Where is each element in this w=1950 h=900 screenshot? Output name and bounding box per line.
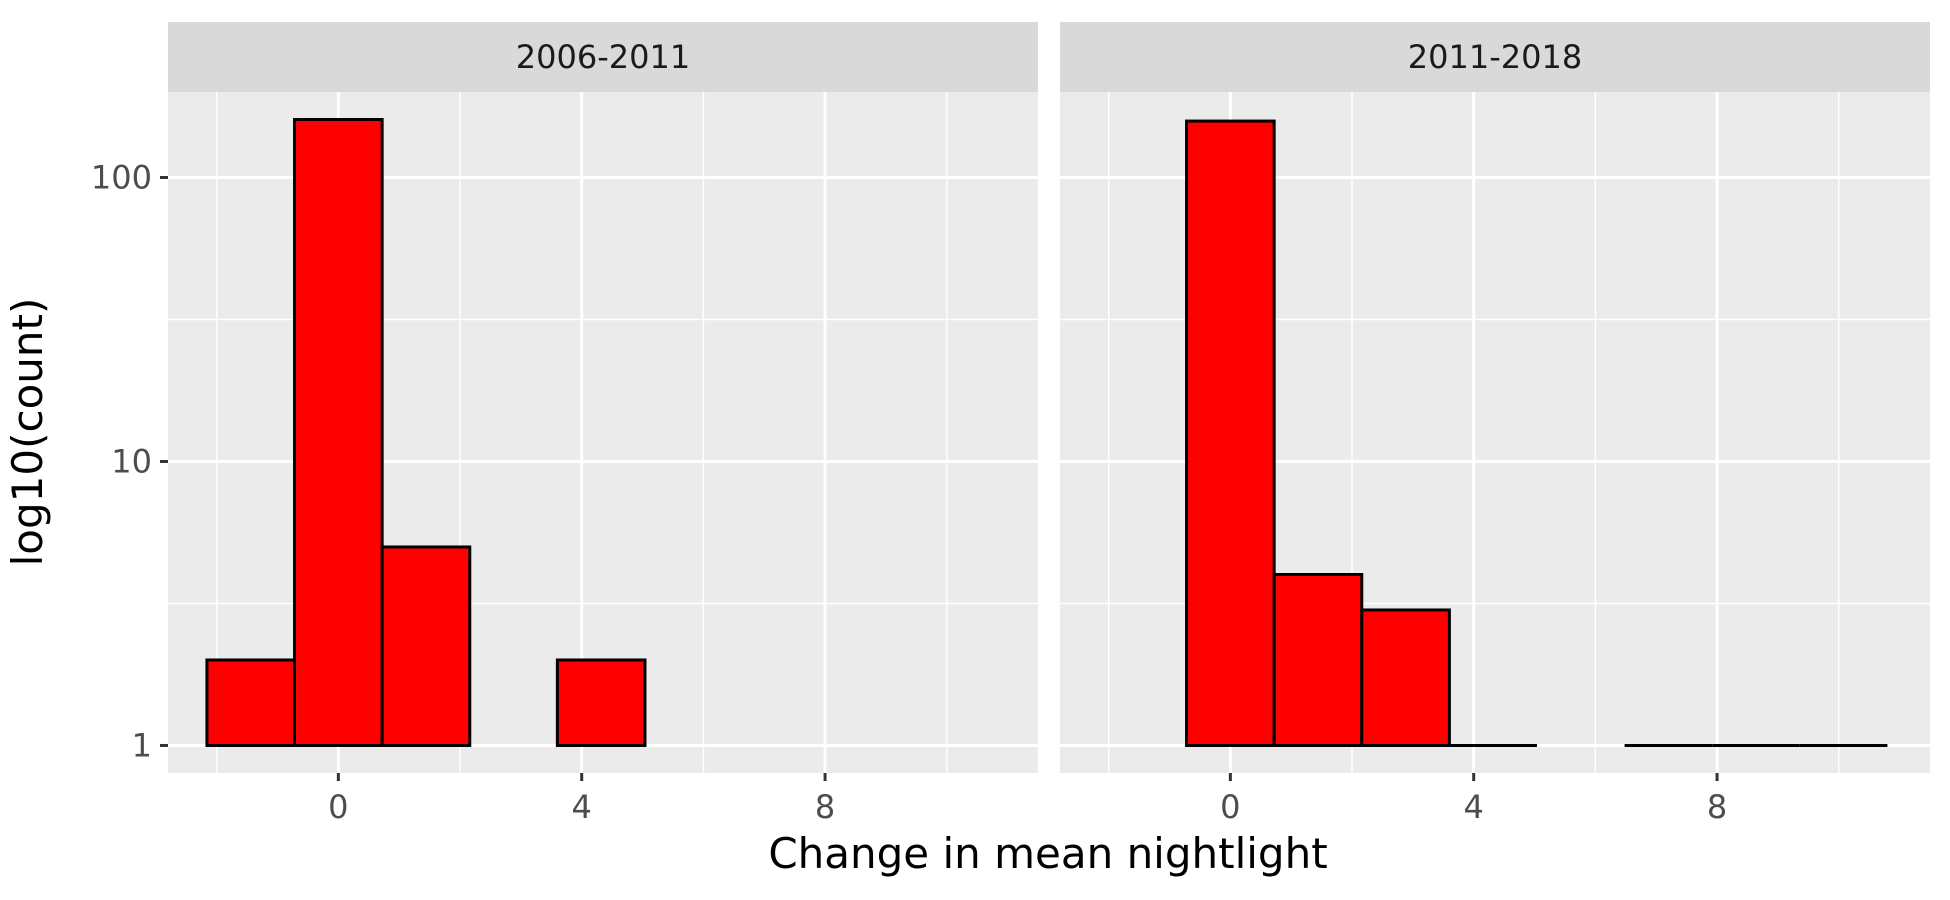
- x-tick-label: 0: [328, 788, 348, 826]
- facet-strip: [168, 22, 1038, 92]
- histogram-bar: [293, 118, 384, 747]
- x-axis-title: Change in mean nightlight: [768, 829, 1327, 878]
- y-tick-label: 1: [132, 726, 152, 764]
- x-tick-label: 8: [1707, 788, 1727, 826]
- x-tick-label: 0: [1220, 788, 1240, 826]
- facet-panel: 2011-2018 0 4 8: [1060, 22, 1930, 826]
- x-tick-label: 8: [815, 788, 835, 826]
- y-axis-title: log10(count): [3, 298, 52, 567]
- histogram-bar: [205, 658, 297, 747]
- histogram-bar: [380, 545, 472, 747]
- x-tick-label: 4: [572, 788, 592, 826]
- facet-panel: 2006-2011 0 4 8: [168, 22, 1038, 826]
- x-tick-label: 4: [1464, 788, 1484, 826]
- facet-strip-label: 2006-2011: [516, 38, 690, 76]
- histogram-bar: [1185, 119, 1276, 747]
- histogram-bar: [1360, 608, 1451, 747]
- facet-strip-label: 2011-2018: [1408, 38, 1582, 76]
- histogram-bar: [555, 658, 647, 747]
- y-tick-label: 10: [111, 442, 152, 480]
- y-axis: 1 10 100: [91, 158, 168, 764]
- y-tick-label: 100: [91, 158, 152, 196]
- facet-strip: [1060, 22, 1930, 92]
- histogram-bar: [1272, 572, 1364, 747]
- facet-panels: 2006-2011 0 4 8 2011-2018 0 4 8: [168, 22, 1930, 826]
